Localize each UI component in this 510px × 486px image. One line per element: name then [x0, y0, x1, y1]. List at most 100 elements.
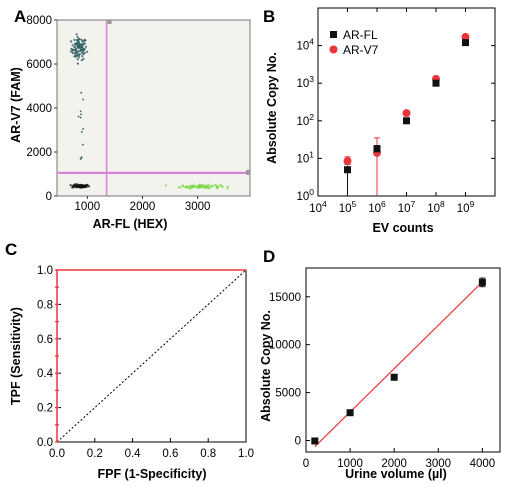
panel-a-droplet-point [215, 186, 218, 190]
panel-a-y-label: AR-V7 (FAM) [9, 67, 23, 143]
panel-b-y-tick-label: 104 [296, 37, 314, 53]
panel-d-x-tick-label: 3000 [425, 458, 451, 470]
panel-a-droplet-point [78, 53, 81, 56]
panel-a-droplet-point [81, 40, 84, 43]
panel-a-y-tick-label: 2000 [26, 147, 52, 159]
panel-d-axes: 0 1000 2000 3000 4000 0 5000 10000 15000 [269, 267, 501, 470]
panel-a-droplet-point [202, 186, 205, 189]
panel-a-droplet-point [215, 184, 218, 187]
panel-c-x-tick-label: 0.0 [49, 448, 65, 460]
panel-a-droplet-point [226, 185, 229, 188]
panel-d-x-label: Urine volume (µl) [345, 467, 447, 481]
panel-a-droplet-point [193, 184, 196, 188]
panel-b-point-ar-fl [403, 117, 410, 125]
panel-a-threshold-handle[interactable] [246, 169, 250, 175]
panel-a-droplet-point [80, 184, 83, 187]
panel-d-x-tick-label: 4000 [470, 458, 496, 470]
panel-a-droplet-point [79, 110, 82, 113]
panel-a-droplet-point [71, 52, 75, 55]
panel-a-droplet-point [207, 183, 210, 186]
panel-c-y-tick-label: 0.4 [37, 368, 54, 380]
panel-a-droplet-point [71, 48, 74, 51]
panel-a-droplet-point [81, 51, 84, 54]
panel-a-droplet-point [84, 184, 87, 187]
panel-a-droplet-point [81, 46, 84, 50]
panel-a-droplet-point [207, 186, 210, 189]
panel-a-droplet-point [213, 184, 216, 187]
panel-a-droplet-point [186, 185, 189, 189]
panel-a-droplet-point [73, 48, 76, 51]
panel-d-y-tick-label: 15000 [269, 292, 301, 304]
panel-a-droplet-point [221, 185, 224, 188]
panel-a-threshold-handle[interactable] [107, 20, 112, 24]
panel-a-droplet-point [82, 49, 85, 52]
panel-a-droplet-point [70, 40, 73, 43]
panel-c-x-tick-label: 0.6 [162, 448, 178, 460]
panel-c-y-tick-label: 0.8 [37, 299, 53, 311]
panel-a-droplet-point [201, 183, 204, 187]
panel-b-point-ar-fl [462, 39, 469, 47]
panel-a-droplet-point [82, 127, 84, 130]
panel-a-droplet-point [79, 158, 82, 160]
panel-a-droplet-point [81, 143, 84, 146]
panel-a-droplet-point [192, 186, 195, 189]
panel-a-droplet-point [80, 113, 82, 116]
panel-b-legend-marker [329, 45, 338, 54]
panel-a-droplet-point [74, 183, 77, 186]
panel-a-droplet-point [77, 115, 80, 118]
panel-b-y-tick-label: 103 [296, 74, 314, 90]
panel-a-droplet-point [204, 186, 207, 189]
panel-a-plot-background [56, 19, 251, 197]
panel-b-x-tick-label: 104 [309, 199, 327, 215]
panel-a-droplet-point [219, 183, 222, 187]
panel-b-point-ar-v7 [343, 157, 352, 166]
panel-d-data-point [478, 278, 486, 286]
panel-a-axes: 1000 2000 3000 0 2000 4000 6000 8000 [26, 15, 210, 213]
panel-a-droplet-point [77, 56, 81, 59]
panel-c-x-tick-label: 0.8 [200, 448, 216, 460]
panel-d-fit-line [314, 281, 483, 448]
panel-a-droplet-point [73, 38, 76, 42]
panel-b-point-ar-v7 [461, 32, 470, 41]
panel-d-y-tick-label: 0 [295, 436, 301, 448]
panel-d-data-point [390, 373, 398, 381]
panel-d-y-tick-label: 10000 [269, 340, 301, 352]
panel-b-x-tick-label: 106 [368, 199, 386, 215]
panel-c-x-tick-label: 0.4 [125, 448, 142, 460]
panel-b-point-ar-fl [432, 79, 440, 87]
panel-b-point-ar-fl [344, 166, 351, 174]
panel-label-c: C [5, 240, 17, 259]
panel-a-x-tick-label: 3000 [185, 201, 211, 213]
panel-a-droplet-point [75, 33, 78, 36]
panel-a-droplet-point [78, 186, 81, 189]
panel-a-droplet-point [83, 42, 86, 45]
panel-a-droplet-point [74, 54, 77, 57]
panel-a-x-tick-label: 2000 [130, 201, 156, 213]
panel-a-y-tick-label: 8000 [26, 15, 52, 27]
panel-a-droplet-point [81, 55, 84, 58]
panel-d-x-tick-label: 0 [303, 458, 309, 470]
panel-b-x-tick-label: 108 [427, 199, 445, 215]
panel-a-droplet-point [80, 43, 83, 46]
panel-a-droplet-point [75, 43, 78, 46]
panel-b-y-label: Absolute Copy No. [265, 52, 279, 164]
panel-a-droplet-point [83, 38, 86, 42]
panel-a-y-tick-label: 4000 [26, 103, 52, 115]
panel-a-droplet-point [189, 187, 192, 190]
panel-a-droplet-point [80, 59, 83, 62]
panel-a-droplet-point [82, 98, 85, 101]
panel-a-droplet-point [80, 130, 83, 133]
panel-b-x-tick-label: 109 [457, 199, 475, 215]
panel-c-x-tick-label: 0.2 [87, 448, 103, 460]
panel-d-frame [305, 267, 501, 453]
panel-d-y-label: Absolute Copy No. [259, 310, 273, 422]
panel-b-legend-marker [330, 31, 337, 38]
panel-a-droplet-point [197, 184, 200, 187]
panel-label-d: D [263, 247, 275, 266]
panel-d-data-point [311, 437, 319, 445]
panel-a-droplet-point [82, 53, 85, 56]
panel-a-y-tick-label: 0 [46, 191, 52, 203]
panel-a-droplet-point [79, 116, 82, 119]
panel-a-droplet-point [77, 40, 80, 43]
